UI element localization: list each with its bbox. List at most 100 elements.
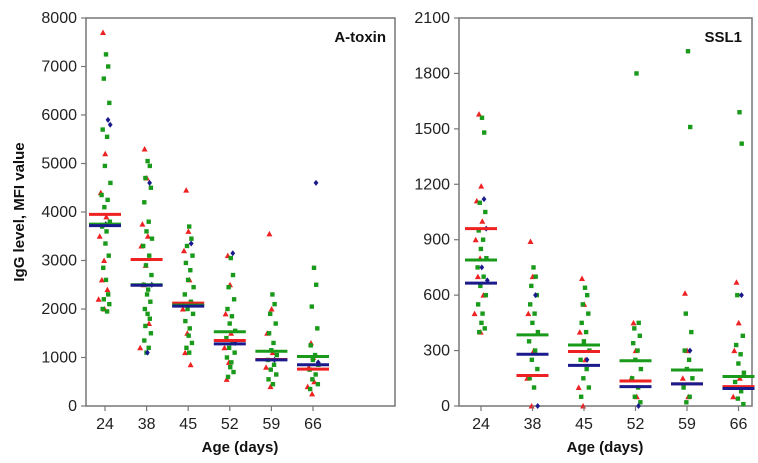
x-axis-label: Age (days) <box>567 439 644 456</box>
data-point-red <box>730 393 737 400</box>
data-point-green <box>189 236 194 241</box>
data-marks <box>465 49 755 409</box>
data-point-green <box>687 394 692 399</box>
data-point-red <box>98 276 105 283</box>
data-point-green <box>106 253 111 258</box>
y-tick-label: 900 <box>423 232 450 249</box>
data-point-green <box>225 306 230 312</box>
data-point-green <box>185 277 191 283</box>
data-point-red <box>682 290 688 296</box>
data-point-green <box>106 64 111 69</box>
data-point-green <box>104 134 110 140</box>
y-tick-label: 6000 <box>41 107 77 124</box>
data-point-green <box>226 345 232 350</box>
data-point-blue <box>147 179 152 186</box>
data-point-green <box>629 376 635 381</box>
data-point-green <box>634 71 639 76</box>
y-tick-label: 300 <box>423 343 450 360</box>
data-marks <box>89 29 329 397</box>
data-point-green <box>224 335 229 341</box>
chart-title: SSL1 <box>704 29 742 46</box>
data-point-green <box>632 326 637 331</box>
data-point-blue <box>739 292 744 299</box>
data-point-green <box>190 311 196 317</box>
data-point-green <box>481 274 486 279</box>
data-point-blue <box>481 196 487 203</box>
data-point-green <box>483 292 489 298</box>
data-point-green <box>581 339 587 344</box>
data-point-green <box>272 301 277 307</box>
data-point-red <box>179 306 186 312</box>
y-tick-label: 600 <box>423 287 450 304</box>
data-point-green <box>231 369 236 375</box>
x-tick-label: 24 <box>96 416 114 433</box>
data-point-green <box>101 297 106 302</box>
data-point-green <box>526 339 532 344</box>
data-point-blue <box>636 403 641 409</box>
data-point-red <box>137 344 144 351</box>
data-point-red <box>95 296 102 302</box>
data-point-green <box>145 158 150 164</box>
x-tick-label: 66 <box>730 416 748 433</box>
data-point-green <box>100 306 105 312</box>
data-point-green <box>103 52 109 57</box>
data-point-red <box>103 213 110 220</box>
data-point-green <box>529 283 534 289</box>
data-point-green <box>690 376 695 381</box>
data-point-green <box>315 326 320 331</box>
data-point-blue <box>230 250 236 257</box>
data-point-green <box>107 219 113 224</box>
x-tick-label: 52 <box>221 416 239 433</box>
data-point-green <box>274 352 279 358</box>
data-point-red <box>266 230 273 237</box>
data-point-green <box>184 243 190 249</box>
data-point-green <box>580 302 585 307</box>
data-point-green <box>308 343 313 348</box>
data-point-green <box>143 323 148 329</box>
data-point-green <box>635 348 640 353</box>
data-point-red <box>181 247 187 254</box>
data-point-green <box>143 263 149 268</box>
data-point-green <box>227 321 232 326</box>
chart-panel-ssl1: 0 300 600 900 1200 1500 1800 2100 24 38 45 52 59 66 S… <box>414 10 755 456</box>
data-point-green <box>187 350 192 355</box>
data-point-green <box>187 326 192 331</box>
y-tick-label: 1200 <box>414 176 450 193</box>
data-point-green <box>529 357 535 363</box>
data-point-green <box>228 365 233 370</box>
data-point-green <box>480 237 486 242</box>
data-point-green <box>313 372 318 377</box>
data-point-green <box>102 163 108 169</box>
data-point-green <box>631 340 636 346</box>
data-point-green <box>685 49 691 54</box>
y-tick-label: 8000 <box>41 10 77 27</box>
y-tick-label: 0 <box>68 398 77 415</box>
data-point-green <box>266 377 271 382</box>
data-point-green <box>682 348 687 353</box>
data-point-blue <box>188 240 194 247</box>
data-point-red <box>474 273 481 280</box>
data-point-red <box>100 29 106 36</box>
data-point-blue <box>535 403 541 409</box>
data-point-blue <box>533 292 538 299</box>
data-point-green <box>184 345 189 350</box>
data-point-red <box>183 187 190 193</box>
data-point-green <box>586 385 592 390</box>
data-point-green <box>476 228 481 233</box>
data-point-green <box>270 381 276 387</box>
y-tick-label: 1800 <box>414 65 450 82</box>
data-point-green <box>638 366 644 372</box>
chart-title: A-toxin <box>334 29 386 46</box>
data-point-green <box>99 192 104 198</box>
data-point-green <box>310 357 316 363</box>
data-point-green <box>188 268 193 273</box>
data-point-green <box>579 320 584 326</box>
data-point-green <box>268 367 273 372</box>
data-point-red <box>575 384 582 391</box>
data-point-green <box>273 321 278 326</box>
data-point-green <box>314 282 319 287</box>
data-point-green <box>143 175 148 181</box>
data-point-green <box>686 357 692 363</box>
data-point-red <box>471 310 478 317</box>
